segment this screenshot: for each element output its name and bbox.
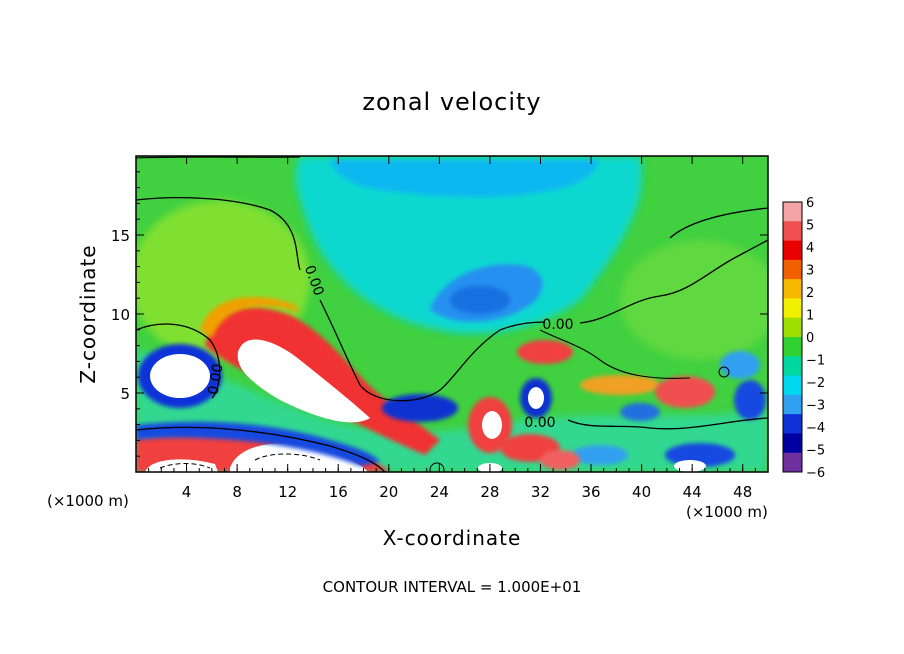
heat-region-white-left <box>150 354 210 398</box>
x-tick-label: 8 <box>232 483 242 501</box>
heat-region-white-core <box>237 339 370 423</box>
x-tick-label: 28 <box>480 483 499 501</box>
colorbar-swatch <box>783 259 802 280</box>
heat-region-blue-patch <box>734 380 766 420</box>
heat-region-blue-core <box>450 286 510 314</box>
heat-region-red-patch <box>517 340 573 364</box>
heat-region-red-patch <box>540 450 580 470</box>
y-tick-label: 15 <box>111 227 130 245</box>
colorbar-swatch <box>783 452 802 473</box>
x-tick-label: 24 <box>430 483 449 501</box>
x-tick-label: 44 <box>683 483 702 501</box>
colorbar-swatch <box>783 375 802 396</box>
x-tick-label: 12 <box>278 483 297 501</box>
colorbar-swatch <box>783 356 802 377</box>
colorbar-frame <box>782 201 803 473</box>
contour-label: 0.00 <box>205 363 226 396</box>
contour-label: 0.00 <box>542 317 573 333</box>
heat-region-white-patch <box>674 460 706 472</box>
colorbar-swatch <box>783 221 802 242</box>
heat-region-orange-edge <box>200 297 300 338</box>
chart-title: zonal velocity <box>362 88 542 116</box>
colorbar-tick-label: 3 <box>806 264 814 279</box>
colorbar-tick-label: 2 <box>806 286 814 301</box>
colorbar-swatch <box>783 317 802 338</box>
colorbar-swatch <box>783 414 802 434</box>
colorbar-swatch <box>783 279 802 299</box>
colorbar-tick-label: −3 <box>806 399 825 414</box>
x-axis-label: X-coordinate <box>382 526 522 550</box>
heat-region-red-patch <box>655 376 715 408</box>
x-tick-label: 16 <box>329 483 348 501</box>
contour-line <box>136 197 301 271</box>
y-axis-unit: (×1000 m) <box>47 492 129 510</box>
contour-line <box>136 426 386 472</box>
x-tick-label: 32 <box>531 483 550 501</box>
x-tick-label: 36 <box>581 483 600 501</box>
x-tick-label: 48 <box>733 483 752 501</box>
colorbar-tick-label: 4 <box>806 241 814 256</box>
contour-line <box>159 463 211 469</box>
contour-line <box>579 239 768 324</box>
heat-region-cyan-strong <box>330 160 600 198</box>
colorbar-tick-label: 0 <box>806 331 814 346</box>
heat-region-white-lower <box>230 443 368 472</box>
y-axis-label: Z-coordinate <box>76 244 100 384</box>
heat-region-blue-patch <box>572 445 628 465</box>
contour-interval-note: CONTOUR INTERVAL = 1.000E+01 <box>322 578 582 596</box>
contour-line <box>429 462 445 472</box>
colorbar-tick-label: 5 <box>806 219 814 234</box>
colorbar-tick-label: 1 <box>806 309 814 324</box>
colorbar-tick-label: −6 <box>806 466 825 481</box>
colorbar: 6 5 4 3 2 1 0 −1 −2 −3 −4 −5 −6 <box>782 196 825 481</box>
heat-region-white-patch <box>528 387 544 409</box>
x-tick-label: 20 <box>379 483 398 501</box>
contour-line <box>254 453 321 461</box>
x-tick-label: 40 <box>632 483 651 501</box>
x-axis-unit: (×1000 m) <box>686 503 768 521</box>
colorbar-swatch <box>783 298 802 319</box>
heat-region-blue-patch <box>720 351 760 379</box>
contour-label: 0.00 <box>524 415 555 431</box>
contour-line <box>319 299 546 402</box>
heat-region-orange-patch <box>580 375 660 395</box>
x-tick-label: 4 <box>182 483 192 501</box>
heat-region-white-patch <box>482 411 502 439</box>
heat-region-blue-patch <box>620 403 660 421</box>
colorbar-swatch <box>783 433 802 454</box>
contour-line <box>718 366 730 378</box>
contour-line <box>136 323 221 399</box>
contour-line <box>669 207 768 239</box>
colorbar-swatch <box>783 394 802 415</box>
colorbar-swatch <box>783 202 802 222</box>
heat-region-blue-band <box>136 421 380 466</box>
x-axis: 4 8 12 16 20 24 28 32 36 40 44 48 <box>148 156 756 501</box>
y-axis: 5 10 15 <box>111 171 768 457</box>
contour-line <box>567 417 768 430</box>
colorbar-swatch <box>783 337 802 357</box>
y-tick-label: 5 <box>120 385 130 403</box>
contour-line <box>136 156 301 159</box>
heat-region-white-lower <box>145 459 218 472</box>
colorbar-tick-label: −4 <box>806 421 825 436</box>
colorbar-tick-label: −5 <box>806 444 825 459</box>
colorbar-swatch <box>783 240 802 261</box>
heatmap-field <box>136 156 768 472</box>
colorbar-tick-label: 6 <box>806 196 814 211</box>
heat-region-cyan <box>295 156 642 334</box>
contour-line <box>539 329 691 379</box>
y-tick-label: 10 <box>111 306 130 324</box>
heat-region-green-light <box>620 240 768 360</box>
colorbar-tick-label: −1 <box>806 354 825 369</box>
colorbar-tick-label: −2 <box>806 376 825 391</box>
